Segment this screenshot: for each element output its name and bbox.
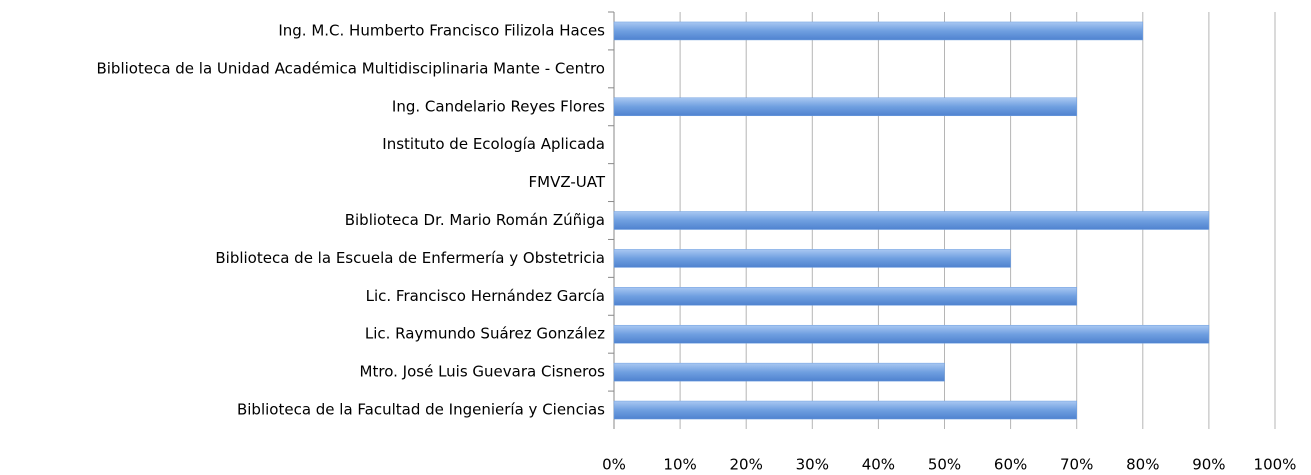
x-tick-label: 10%: [663, 456, 696, 474]
x-tick-label: 80%: [1126, 456, 1159, 474]
y-tick-label: Lic. Raymundo Suárez González: [365, 325, 605, 343]
y-tick-label: Ing. Candelario Reyes Flores: [392, 97, 605, 115]
bar: [613, 21, 1144, 41]
bar: [613, 324, 1210, 344]
x-tick-label: 100%: [1254, 456, 1297, 474]
y-tick-label: Lic. Francisco Hernández García: [366, 287, 605, 305]
bar: [613, 362, 945, 382]
y-tick-label: FMVZ-UAT: [529, 173, 606, 191]
bar: [613, 400, 1077, 420]
x-tick-label: 40%: [862, 456, 895, 474]
y-tick-label: Instituto de Ecología Aplicada: [382, 135, 605, 153]
x-tick-label: 30%: [796, 456, 829, 474]
x-tick-label: 60%: [994, 456, 1027, 474]
bar: [613, 211, 1210, 230]
y-tick-label: Biblioteca de la Facultad de Ingeniería …: [237, 401, 605, 419]
y-tick-label: Biblioteca de la Unidad Académica Multid…: [96, 59, 605, 77]
bar: [613, 97, 1077, 117]
y-tick-label: Mtro. José Luis Guevara Cisneros: [360, 363, 606, 381]
bar: [613, 249, 1011, 268]
y-tick-label: Ing. M.C. Humberto Francisco Filizola Ha…: [278, 21, 605, 39]
x-tick-label: 90%: [1192, 456, 1225, 474]
x-tick-label: 0%: [602, 456, 626, 474]
x-tick-label: 70%: [1060, 456, 1093, 474]
y-tick-label: Biblioteca Dr. Mario Román Zúñiga: [345, 211, 605, 229]
x-tick-label: 20%: [730, 456, 763, 474]
x-tick-label: 50%: [928, 456, 961, 474]
y-tick-label: Biblioteca de la Escuela de Enfermería y…: [215, 249, 605, 267]
bar: [613, 287, 1077, 306]
